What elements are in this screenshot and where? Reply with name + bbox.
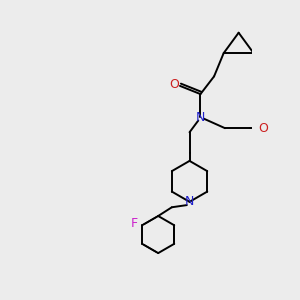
Text: N: N xyxy=(196,111,205,124)
Text: O: O xyxy=(169,78,179,91)
Text: O: O xyxy=(258,122,268,135)
Text: N: N xyxy=(185,195,194,208)
Text: F: F xyxy=(131,218,138,230)
